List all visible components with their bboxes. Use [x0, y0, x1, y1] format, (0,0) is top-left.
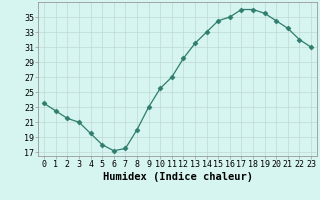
X-axis label: Humidex (Indice chaleur): Humidex (Indice chaleur) [103, 172, 252, 182]
